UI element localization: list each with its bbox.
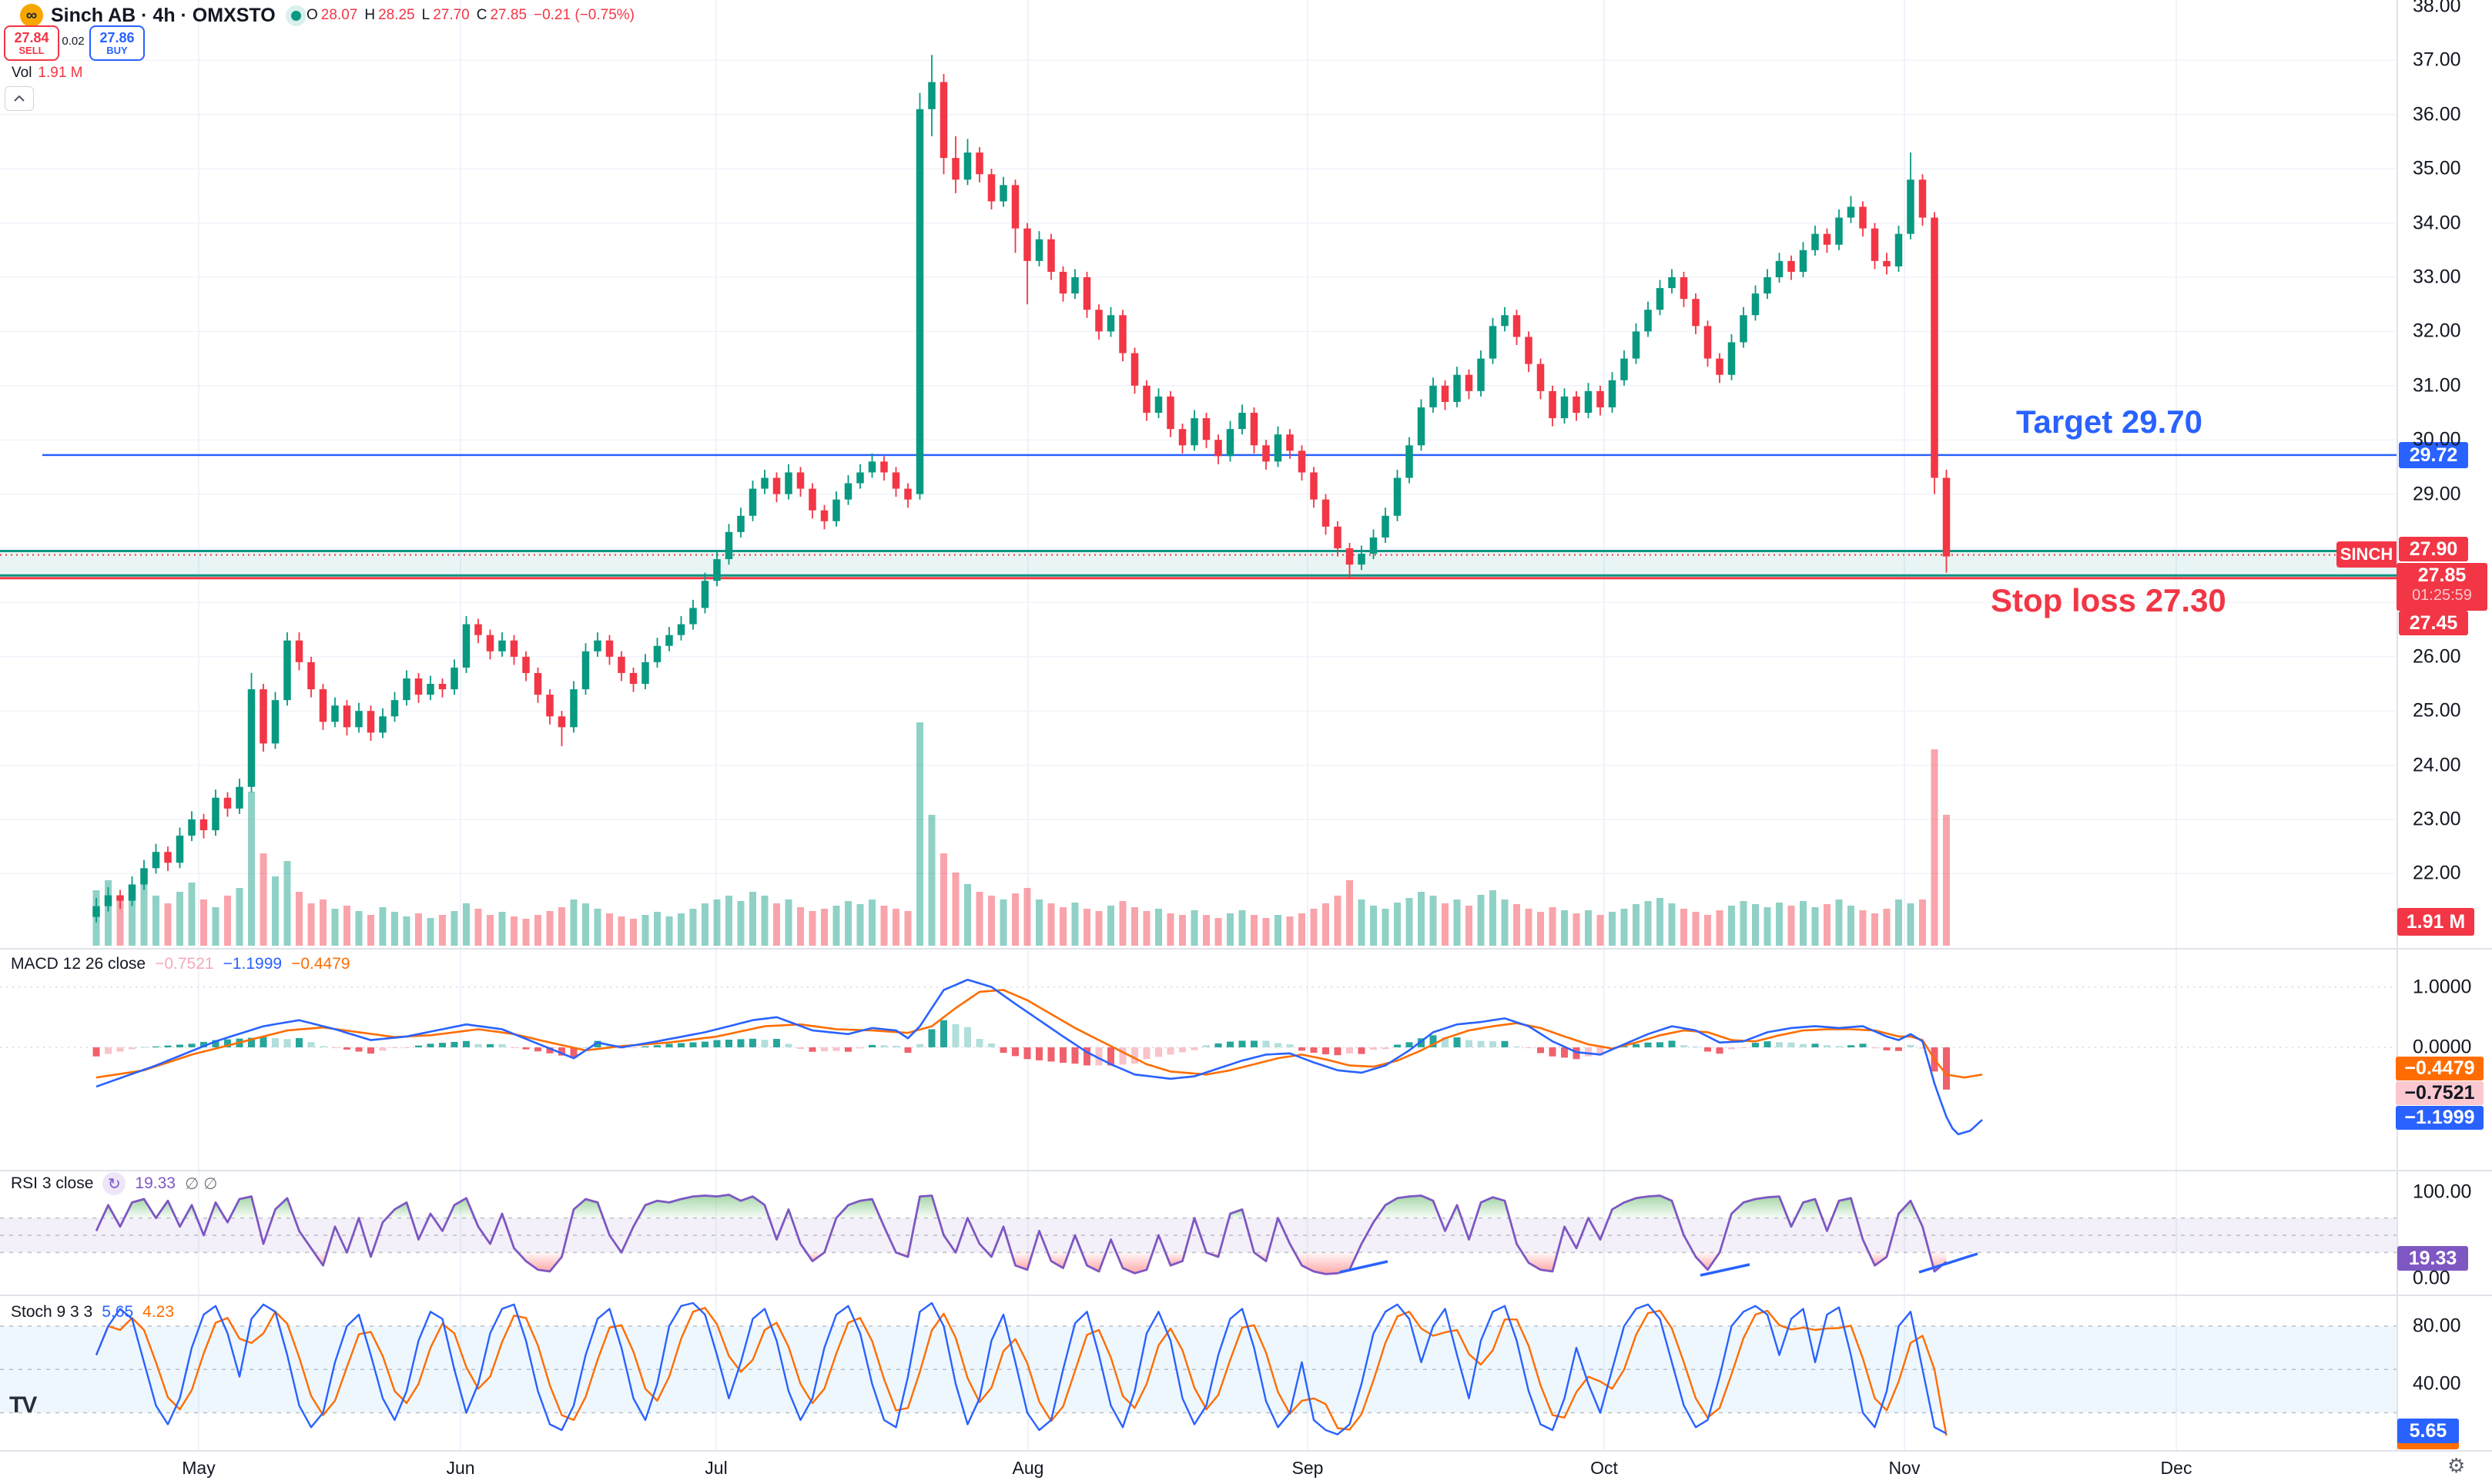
price-axis-tick[interactable]: 37.00 <box>2413 49 2461 71</box>
ohlc-close-label: C <box>476 7 487 23</box>
last-price-badge: 27.85 01:25:59 <box>2397 563 2487 611</box>
collapse-button[interactable] <box>5 86 34 111</box>
macd-signal-badge: −0.4479 <box>2396 1057 2484 1080</box>
time-axis-month[interactable]: Sep <box>1291 1458 1324 1478</box>
time-axis-month[interactable]: Jul <box>705 1458 728 1478</box>
stoploss-annotation[interactable]: Stop loss 27.30 <box>1991 582 2226 618</box>
time-axis-month[interactable]: Aug <box>1012 1458 1044 1478</box>
symbol-header[interactable]: ∞ Sinch AB · 4h · OMXSTO <box>20 4 301 27</box>
stoch-k-badge: 5.65 <box>2397 1419 2459 1443</box>
symbol-price-tag: SINCH <box>2336 541 2397 568</box>
rsi-badge: 19.33 <box>2397 1246 2468 1271</box>
ohlc-row: O 28.07 H 28.25 L 27.70 C 27.85 −0.21 (−… <box>306 7 635 24</box>
ohlc-high-label: H <box>364 7 376 23</box>
price-axis-tick[interactable]: 23.00 <box>2413 808 2461 830</box>
stoch-d-value: 4.23 <box>142 1303 174 1321</box>
time-axis-month[interactable]: Nov <box>1888 1458 1921 1478</box>
macd-axis-tick[interactable]: 1.0000 <box>2413 976 2472 998</box>
buy-price: 27.86 <box>99 29 135 45</box>
macd-axis-tick[interactable]: 0.0000 <box>2413 1036 2472 1058</box>
target-annotation[interactable]: Target 29.70 <box>2016 404 2203 440</box>
price-axis-tick[interactable]: 29.00 <box>2413 483 2461 505</box>
ohlc-open-label: O <box>306 7 318 23</box>
ohlc-low-value: 27.70 <box>433 7 470 23</box>
sell-label: SELL <box>18 44 45 56</box>
sell-button[interactable]: 27.84 SELL <box>4 25 59 61</box>
price-axis-tick[interactable]: 31.00 <box>2413 374 2461 397</box>
last-price-value: 27.85 <box>2417 564 2467 586</box>
stoch-legend-title: Stoch 9 3 3 <box>11 1303 93 1321</box>
price-axis-tick[interactable]: 38.00 <box>2413 0 2461 17</box>
upper-price-badge: 27.90 <box>2399 537 2468 561</box>
ohlc-open-value: 28.07 <box>320 7 358 23</box>
macd-signal-value: −0.4479 <box>291 955 350 973</box>
ohlc-high-value: 28.25 <box>378 7 415 23</box>
price-axis-tick[interactable]: 24.00 <box>2413 754 2461 776</box>
chevron-up-icon <box>14 95 25 102</box>
stoch-legend[interactable]: Stoch 9 3 3 5.65 4.23 <box>11 1303 174 1322</box>
rsi-legend[interactable]: RSI 3 close ↻ 19.33 ∅ ∅ <box>11 1172 217 1195</box>
bar-countdown: 01:25:59 <box>2412 586 2472 604</box>
price-axis-tick[interactable]: 25.00 <box>2413 699 2461 722</box>
macd-line-value: −1.1999 <box>223 955 283 973</box>
buy-label: BUY <box>106 44 128 56</box>
tradingview-logo-icon[interactable]: TV <box>9 1392 37 1418</box>
symbol-title[interactable]: Sinch AB · 4h · OMXSTO <box>51 4 276 26</box>
spread-value: 0.02 <box>62 35 85 48</box>
price-axis-tick[interactable]: 33.00 <box>2413 266 2461 288</box>
macd-legend-title: MACD 12 26 close <box>11 955 146 973</box>
target-price-badge: 29.72 <box>2399 442 2468 468</box>
change-value: −0.21 (−0.75%) <box>534 7 635 23</box>
stop-price-badge: 27.45 <box>2399 611 2468 635</box>
sinch-logo-icon: ∞ <box>20 4 43 27</box>
stoch-axis-tick[interactable]: 40.00 <box>2413 1372 2461 1395</box>
price-axis-tick[interactable]: 22.00 <box>2413 862 2461 884</box>
price-axis-tick[interactable]: 30.00 <box>2413 428 2461 451</box>
rsi-axis-tick[interactable]: 100.00 <box>2413 1181 2472 1203</box>
rsi-legend-title: RSI 3 close <box>11 1174 94 1192</box>
loading-spinner-icon: ↻ <box>102 1172 126 1195</box>
sell-price: 27.84 <box>14 29 49 45</box>
macd-hist-badge: −0.7521 <box>2396 1081 2484 1105</box>
volume-value: 1.91 M <box>38 65 83 81</box>
price-axis-tick[interactable]: 26.00 <box>2413 645 2461 668</box>
volume-badge: 1.91 M <box>2397 908 2474 936</box>
ohlc-close-value: 27.85 <box>490 7 528 23</box>
time-axis-month[interactable]: Oct <box>1590 1458 1618 1478</box>
volume-row: Vol 1.91 M <box>12 65 83 82</box>
stoch-k-value: 5.65 <box>102 1303 134 1321</box>
rsi-axis-tick[interactable]: 0.00 <box>2413 1267 2450 1289</box>
price-axis-tick[interactable]: 34.00 <box>2413 212 2461 234</box>
time-axis-month[interactable]: Dec <box>2160 1458 2192 1478</box>
rsi-suffix: ∅ ∅ <box>184 1174 218 1193</box>
stoch-axis-tick[interactable]: 80.00 <box>2413 1315 2461 1337</box>
macd-line-badge: −1.1999 <box>2396 1106 2484 1130</box>
volume-label: Vol <box>12 65 32 81</box>
buy-button[interactable]: 27.86 BUY <box>89 25 145 61</box>
ohlc-low-label: L <box>421 7 430 23</box>
time-axis-month[interactable]: Jun <box>446 1458 475 1478</box>
macd-legend[interactable]: MACD 12 26 close −0.7521 −1.1999 −0.4479 <box>11 955 350 973</box>
time-axis-month[interactable]: May <box>182 1458 216 1478</box>
macd-hist-value: −0.7521 <box>155 955 214 973</box>
price-axis-tick[interactable]: 36.00 <box>2413 103 2461 126</box>
price-axis-tick[interactable]: 35.00 <box>2413 157 2461 179</box>
price-axis-tick[interactable]: 32.00 <box>2413 320 2461 342</box>
gear-icon[interactable]: ⚙ <box>2447 1454 2466 1477</box>
rsi-value: 19.33 <box>135 1174 176 1192</box>
market-open-icon <box>290 10 301 21</box>
